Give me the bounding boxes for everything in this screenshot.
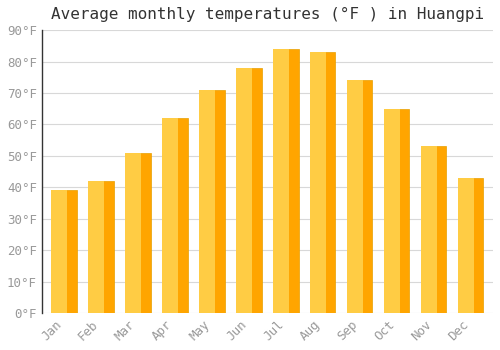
Bar	[236, 68, 252, 313]
Bar	[162, 118, 178, 313]
Bar	[458, 178, 483, 313]
Bar	[126, 153, 141, 313]
Bar	[162, 118, 188, 313]
Bar	[384, 109, 409, 313]
Bar	[88, 181, 104, 313]
Bar	[348, 80, 363, 313]
Bar	[200, 90, 215, 313]
Bar	[126, 153, 150, 313]
Bar	[310, 52, 336, 313]
Bar	[52, 190, 76, 313]
Bar	[88, 181, 114, 313]
Bar	[274, 49, 289, 313]
Bar	[422, 146, 446, 313]
Bar	[52, 190, 67, 313]
Bar	[384, 109, 400, 313]
Bar	[422, 146, 437, 313]
Bar	[348, 80, 372, 313]
Bar	[200, 90, 224, 313]
Bar	[458, 178, 474, 313]
Title: Average monthly temperatures (°F ) in Huangpi: Average monthly temperatures (°F ) in Hu…	[51, 7, 484, 22]
Bar	[236, 68, 262, 313]
Bar	[274, 49, 298, 313]
Bar	[310, 52, 326, 313]
